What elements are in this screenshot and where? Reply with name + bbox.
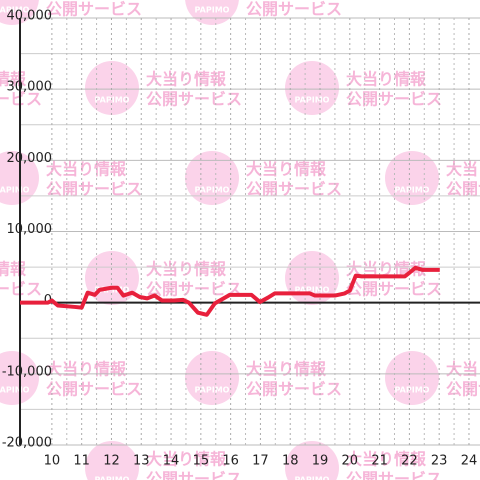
watermark-line2: 公開サービス <box>146 90 242 109</box>
x-tick-label: 10 <box>44 454 61 469</box>
watermark-logo: PAPIMO <box>195 186 230 195</box>
watermark-logo: PAPIMO <box>0 186 30 195</box>
watermark-line1: 大当り情報 <box>246 160 327 179</box>
watermark-logo-circle <box>185 151 239 205</box>
x-tick-label: 24 <box>461 454 478 469</box>
watermark-line2: 公開サービス <box>446 380 480 399</box>
watermark-logo-circle <box>185 351 239 405</box>
watermark-line2: 公開サービス <box>0 280 42 299</box>
watermark-line1: 大当り情報 <box>346 70 427 89</box>
x-tick-label: 18 <box>282 454 299 469</box>
x-tick-label: 15 <box>193 454 210 469</box>
watermark-logo: PAPIMO <box>95 286 130 295</box>
watermark-logo: PAPIMO <box>395 186 430 195</box>
watermark-line2: 公開サービス <box>146 280 242 299</box>
watermark-line2: 公開サービス <box>46 180 142 199</box>
watermark-logo-circle <box>0 0 39 25</box>
x-tick-label: 17 <box>252 454 269 469</box>
x-tick-label: 19 <box>312 454 329 469</box>
watermark-line1: 大当り情報 <box>146 450 227 469</box>
watermark-line1: 大当り情報 <box>446 360 480 379</box>
y-tick-label: 40,000 <box>7 9 53 24</box>
watermark-logo-circle <box>385 151 439 205</box>
y-tick-label: 30,000 <box>7 80 53 95</box>
x-tick-label: 16 <box>222 454 239 469</box>
watermark-line1: 大当り情報 <box>146 70 227 89</box>
watermark-logo: PAPIMO <box>295 286 330 295</box>
watermark-logo: PAPIMO <box>295 96 330 105</box>
x-tick-label: 22 <box>401 454 418 469</box>
watermark-line2: 公開サービス <box>346 470 442 480</box>
watermark-logo: PAPIMO <box>0 386 30 395</box>
y-tick-label: -10,000 <box>2 364 52 379</box>
watermark-line2: 公開サービス <box>0 90 42 109</box>
watermark-logo-circle <box>85 61 139 115</box>
x-tick-label: 21 <box>371 454 388 469</box>
line <box>20 265 440 317</box>
x-tick-label: 12 <box>103 454 120 469</box>
watermark-line2: 公開サービス <box>246 180 342 199</box>
watermark-line1: 大当り情報 <box>346 450 427 469</box>
y-tick-label: -20,000 <box>2 436 52 451</box>
watermark-line2: 公開サービス <box>146 470 242 480</box>
watermark-line2: 公開サービス <box>46 0 142 19</box>
watermark-logo-circle <box>185 0 239 25</box>
watermark-logo: PAPIMO <box>95 476 130 480</box>
watermark-logo: PAPIMO <box>0 6 30 15</box>
x-tick-label: 23 <box>431 454 448 469</box>
watermark-logo-circle <box>385 351 439 405</box>
watermark-line2: 公開サービス <box>246 0 342 19</box>
watermark-logo: PAPIMO <box>195 6 230 15</box>
x-tick-label: 11 <box>73 454 90 469</box>
watermark-line2: 公開サービス <box>246 380 342 399</box>
watermark-line1: 大当り情報 <box>146 260 227 279</box>
watermark-logo: PAPIMO <box>95 96 130 105</box>
watermark-line1: 大当り情報 <box>0 260 27 279</box>
x-tick-label: 20 <box>342 454 359 469</box>
watermark-logo: PAPIMO <box>295 476 330 480</box>
watermark-line2: 公開サービス <box>46 380 142 399</box>
watermark-line1: 大当り情報 <box>46 360 127 379</box>
watermark-logo: PAPIMO <box>395 386 430 395</box>
watermark-line1: 大当り情報 <box>46 160 127 179</box>
y-tick-label: 20,000 <box>7 151 53 166</box>
watermark-logo-circle <box>85 441 139 480</box>
x-tick-label: 13 <box>133 454 150 469</box>
y-tick-label: 10,000 <box>7 222 53 237</box>
watermark-line1: 大当り情報 <box>246 360 327 379</box>
x-tick-label: 14 <box>163 454 180 469</box>
watermark-logo: PAPIMO <box>195 386 230 395</box>
watermark-line1: 大当り情報 <box>446 160 480 179</box>
watermark-logo-circle <box>285 441 339 480</box>
watermark-logo-circle <box>85 251 139 305</box>
watermark-logo-circle <box>285 61 339 115</box>
